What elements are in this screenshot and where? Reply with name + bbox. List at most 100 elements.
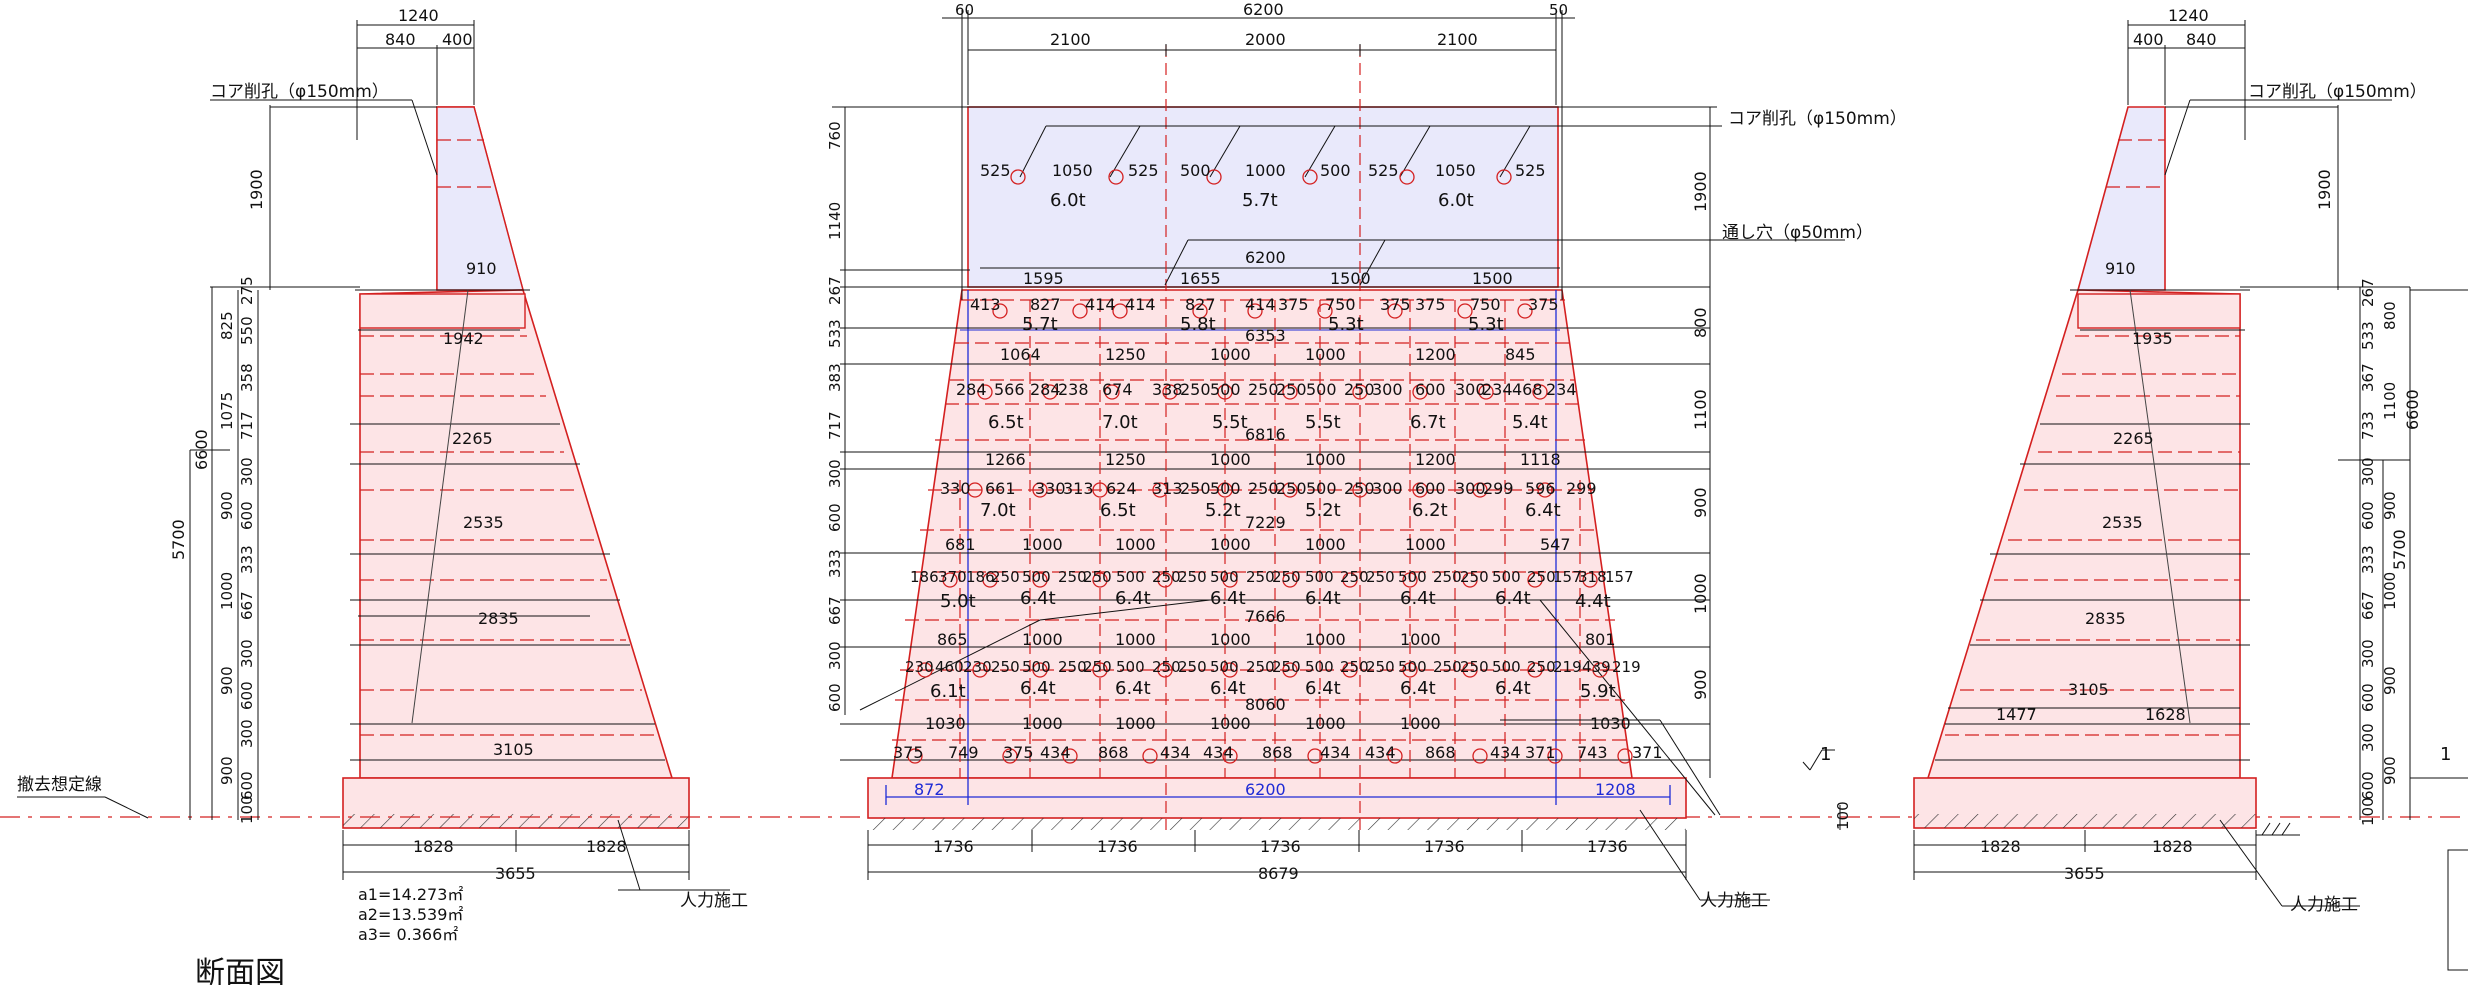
seg: 250 [1083,568,1112,586]
seg: 250 [1460,658,1489,676]
seg: 600 [1415,479,1446,498]
weight: 6.4t [1020,678,1056,699]
seg: 1000 [1400,714,1441,733]
seg: 1250 [1105,345,1146,364]
front-r-800: 800 [1691,307,1710,338]
seg: 250 [1246,568,1275,586]
seg: 500 [1398,568,1427,586]
left-v-5700: 5700 [169,519,188,560]
width-7229: 7229 [1245,513,1286,532]
seg: 500 [1116,568,1145,586]
front-dim-2100a: 2100 [1050,30,1091,49]
right-v-1000: 1000 [2381,572,2399,610]
right-v-6600: 6600 [2403,389,2422,430]
seg: 250 [1460,568,1489,586]
seg: 1030 [925,714,966,733]
seg: 500 [1210,479,1241,498]
seg: 1266 [985,450,1026,469]
seg: 1500 [1472,269,1513,288]
left-v-900a: 900 [218,491,236,520]
right-w-910: 910 [2105,259,2136,278]
front-l-1140: 1140 [826,202,844,240]
seg: 1000 [1115,714,1156,733]
weight: 6.4t [1115,678,1151,699]
left-v-600c: 600 [238,771,256,800]
right-w-3105: 3105 [2068,680,2109,699]
left-v-300b: 300 [238,639,256,668]
seg: 1000 [1115,630,1156,649]
seg: 250 [1058,568,1087,586]
seg: 1200 [1415,345,1456,364]
manual-label-left: 人力施工 [680,891,748,911]
seg: 250 [1058,658,1087,676]
seg: 375 [1415,295,1446,314]
right-body [1926,289,2241,779]
core-hole-label-left: コア削孔（φ150mm） [210,82,389,102]
seg: 868 [1262,743,1293,762]
weight: 6.5t [1100,500,1136,521]
seg: 284 [1030,380,1061,399]
seg: 500 [1492,658,1521,676]
seg: 743 [1577,743,1608,762]
front-r-1900: 1900 [1691,171,1710,212]
seg: 375 [1003,743,1034,762]
seg: 250 [1527,568,1556,586]
front-dim-60: 60 [955,1,974,19]
seg: 186 [910,568,939,586]
right-v-600b: 600 [2359,683,2377,712]
left-body [359,289,674,779]
right-v-367: 367 [2359,363,2377,392]
area-a3: a3= 0.366㎡ [358,925,458,944]
base-1736e: 1736 [1587,837,1628,856]
front-r-1000: 1000 [1691,573,1710,614]
seg: 500 [1398,658,1427,676]
core-hole-label-right: コア削孔（φ150mm） [2248,82,2427,102]
seg: 500 [1022,568,1051,586]
seg: 500 [1320,161,1351,180]
left-b-1828a: 1828 [413,837,454,856]
front-base [867,777,1687,819]
seg: 250 [1246,658,1275,676]
seg: 439 [1582,658,1611,676]
front-l-300b: 300 [826,641,844,670]
right-b-3655: 3655 [2064,864,2105,883]
weight: 5.3t [1468,314,1504,335]
front-l-533: 533 [826,319,844,348]
seg: 371 [1632,743,1663,762]
seg: 250 [1433,658,1462,676]
removal-line-label: 撤去想定線 [17,775,102,795]
seg: 414 [1085,295,1116,314]
seg: 500 [1305,658,1334,676]
front-l-600a: 600 [826,503,844,532]
right-v-300a: 300 [2359,457,2377,486]
seg: 500 [1210,380,1241,399]
right-dim-1240: 1240 [2168,6,2209,25]
right-v-900b: 900 [2381,666,2399,695]
left-w-2535: 2535 [463,513,504,532]
seg: 1000 [1210,345,1251,364]
seg: 250 [1083,658,1112,676]
seg: 370 [938,568,967,586]
weight: 4.4t [1575,591,1611,612]
right-v-1900: 1900 [2315,169,2334,210]
width-6353: 6353 [1245,326,1286,345]
seg: 1050 [1052,161,1093,180]
front-l-383: 383 [826,363,844,392]
left-w-1942: 1942 [443,329,484,348]
seg: 250 [1272,658,1301,676]
weight: 5.2t [1305,500,1341,521]
seg: 827 [1030,295,1061,314]
weight: 5.9t [1580,681,1616,702]
seg: 750 [1325,295,1356,314]
seg: 230 [905,658,934,676]
left-dim-840: 840 [385,30,416,49]
seg: 250 [1276,479,1307,498]
seg: 500 [1022,658,1051,676]
seg: 434 [1203,743,1234,762]
front-dim-6200: 6200 [1243,0,1284,19]
seg: 414 [1245,295,1276,314]
seg: 284 [956,380,987,399]
right-w-1628: 1628 [2145,705,2186,724]
seg: 460 [935,658,964,676]
seg: 1000 [1305,714,1346,733]
